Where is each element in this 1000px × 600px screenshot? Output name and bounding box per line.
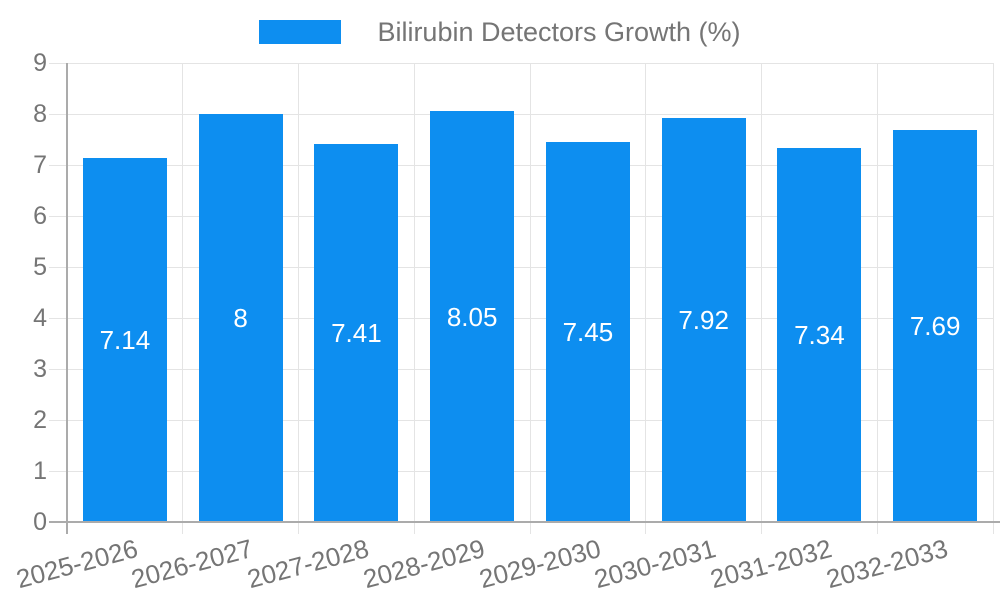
y-tick-label: 1 (33, 457, 47, 485)
legend-swatch (259, 20, 342, 44)
chart-legend: Bilirubin Detectors Growth (%) (0, 17, 1000, 47)
bar-value-label: 8 (233, 303, 248, 333)
bar-value-label: 7.14 (99, 324, 151, 355)
bar-value-label: 7.41 (331, 318, 382, 349)
bar (314, 144, 399, 522)
bar (661, 118, 746, 522)
x-tick-label: 2025-2026 (12, 533, 141, 595)
gridline-h (49, 470, 993, 472)
x-tick-label: 2028-2029 (359, 533, 488, 595)
gridline-h (49, 164, 993, 166)
bar-value-label: 7.92 (678, 305, 729, 336)
x-tick-label: 2030-2031 (591, 533, 720, 595)
x-tick-label: 2032-2033 (822, 533, 951, 595)
bar-value-label: 7.69 (909, 310, 961, 341)
y-tick-label: 0 (33, 508, 47, 536)
y-tick-label: 7 (33, 151, 47, 179)
gridline-v (645, 63, 647, 534)
y-tick-label: 3 (33, 355, 47, 383)
gridline-v (992, 63, 994, 534)
y-tick-label: 2 (33, 406, 47, 434)
gridline-h (49, 266, 993, 268)
y-axis-line (66, 63, 68, 534)
gridline-v (298, 63, 299, 534)
y-tick-label: 4 (33, 304, 47, 332)
gridline-h (49, 368, 993, 370)
x-tick-label: 2026-2027 (128, 533, 257, 595)
gridline-v (529, 63, 531, 534)
x-tick-label: 2031-2032 (707, 533, 835, 595)
gridline-v (413, 63, 415, 534)
legend-label: Bilirubin Detectors Growth (%) (377, 17, 741, 47)
bar (893, 129, 978, 522)
bar (82, 157, 167, 522)
x-tick-label: 2027-2028 (244, 533, 372, 595)
gridline-h (49, 62, 993, 64)
gridline-v (876, 63, 878, 534)
bar (777, 147, 862, 522)
gridline-v (182, 63, 184, 534)
gridline-h (49, 215, 993, 217)
bar-value-label: 7.34 (794, 319, 845, 350)
y-tick-label: 9 (33, 49, 47, 77)
x-tick-label: 2029-2030 (475, 533, 604, 595)
gridline-v (761, 63, 762, 534)
bar (430, 111, 515, 522)
bar (545, 142, 630, 522)
y-tick-label: 5 (33, 253, 47, 281)
bar (198, 114, 283, 522)
y-tick-label: 8 (33, 100, 47, 128)
gridline-h (49, 317, 993, 319)
gridline-h (49, 113, 993, 115)
y-tick-label: 6 (33, 202, 47, 230)
bar-value-label: 8.05 (446, 301, 498, 332)
bar-value-label: 7.45 (562, 317, 614, 348)
gridline-h (49, 419, 993, 421)
x-axis-line (49, 521, 1000, 523)
